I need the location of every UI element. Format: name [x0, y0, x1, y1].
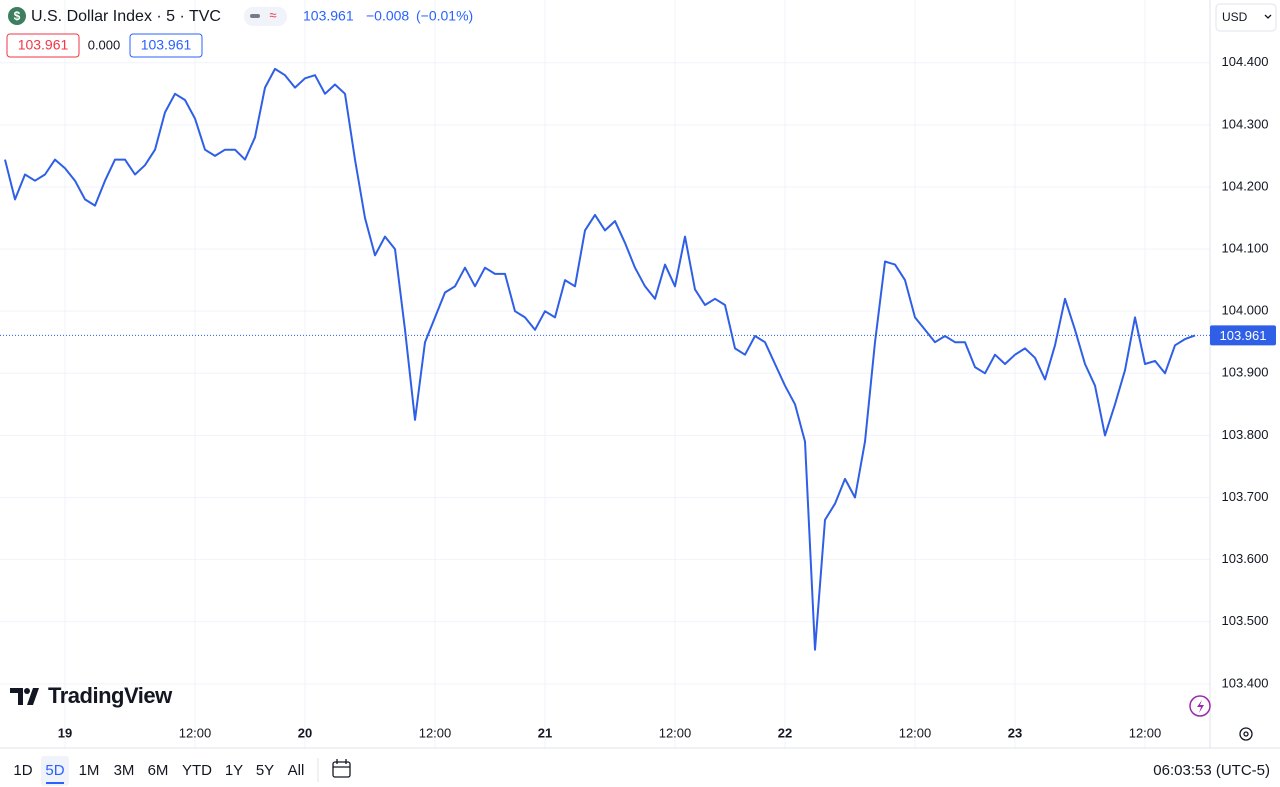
date-range-icon[interactable]	[332, 759, 351, 778]
x-tick-label: 12:00	[179, 725, 212, 740]
x-tick-label: 23	[1008, 725, 1022, 740]
settings-icon-core	[1243, 731, 1249, 737]
y-tick-label: 104.100	[1222, 241, 1269, 256]
y-tick-label: 103.700	[1222, 489, 1269, 504]
range-button[interactable]: YTD	[182, 762, 212, 779]
chart-title: U.S. Dollar Index · 5 · TVC	[31, 8, 221, 25]
range-button[interactable]: 1M	[79, 762, 100, 779]
y-tick-label: 103.600	[1222, 551, 1269, 566]
last-price-badge	[1210, 325, 1276, 346]
x-tick-label: 12:00	[419, 725, 452, 740]
range-button[interactable]: 6M	[148, 762, 169, 779]
legend-value: 103.961	[18, 37, 69, 53]
legend-value: 0.000	[88, 37, 121, 52]
x-tick-label: 22	[778, 725, 792, 740]
y-tick-label: 104.200	[1222, 178, 1269, 193]
clock: 06:03:53 (UTC-5)	[1153, 762, 1270, 779]
range-button[interactable]: 3M	[114, 762, 135, 779]
x-tick-label: 12:00	[899, 725, 932, 740]
last-price: 103.961	[303, 8, 354, 24]
symbol-icon-glyph: $	[14, 9, 21, 23]
x-tick-label: 12:00	[659, 725, 692, 740]
currency-caret	[1264, 14, 1272, 19]
alert-icon[interactable]	[1189, 695, 1211, 717]
currency-label: USD	[1222, 10, 1248, 24]
range-active-bg	[41, 756, 69, 786]
range-button[interactable]: 1Y	[225, 762, 243, 779]
y-tick-label: 104.000	[1222, 303, 1269, 318]
x-tick-label: 21	[538, 725, 552, 740]
settings-icon[interactable]	[1239, 727, 1253, 741]
x-tick-label: 19	[58, 725, 72, 740]
alert-icon-glyph	[1197, 700, 1204, 713]
change-percent: (−0.01%)	[416, 8, 473, 24]
legend-value: 103.961	[141, 37, 192, 53]
legend-box	[6, 33, 80, 58]
y-tick-label: 103.400	[1222, 675, 1269, 690]
status-badge[interactable]	[244, 7, 287, 26]
brand-name: TradingView	[48, 683, 173, 708]
status-dot	[250, 14, 260, 18]
y-tick-label: 104.300	[1222, 116, 1269, 131]
symbol-icon	[8, 7, 26, 25]
brand-logo: TradingView	[10, 683, 174, 708]
price-line	[4, 67, 1196, 651]
range-button[interactable]: 5Y	[256, 762, 274, 779]
status-glyph: ≈	[269, 7, 276, 22]
y-tick-label: 103.800	[1222, 427, 1269, 442]
range-button[interactable]: 1D	[13, 762, 32, 779]
currency-select[interactable]	[1215, 3, 1277, 32]
last-price-label: 103.961	[1220, 328, 1267, 343]
y-tick-label: 103.500	[1222, 613, 1269, 628]
range-button[interactable]: All	[288, 762, 305, 779]
y-tick-label: 104.400	[1222, 54, 1269, 69]
change: −0.008	[366, 8, 409, 24]
x-tick-label: 20	[298, 725, 312, 740]
legend-box	[129, 33, 203, 58]
range-button[interactable]: 5D	[45, 762, 64, 779]
x-tick-label: 12:00	[1129, 725, 1162, 740]
y-tick-label: 103.900	[1222, 365, 1269, 380]
